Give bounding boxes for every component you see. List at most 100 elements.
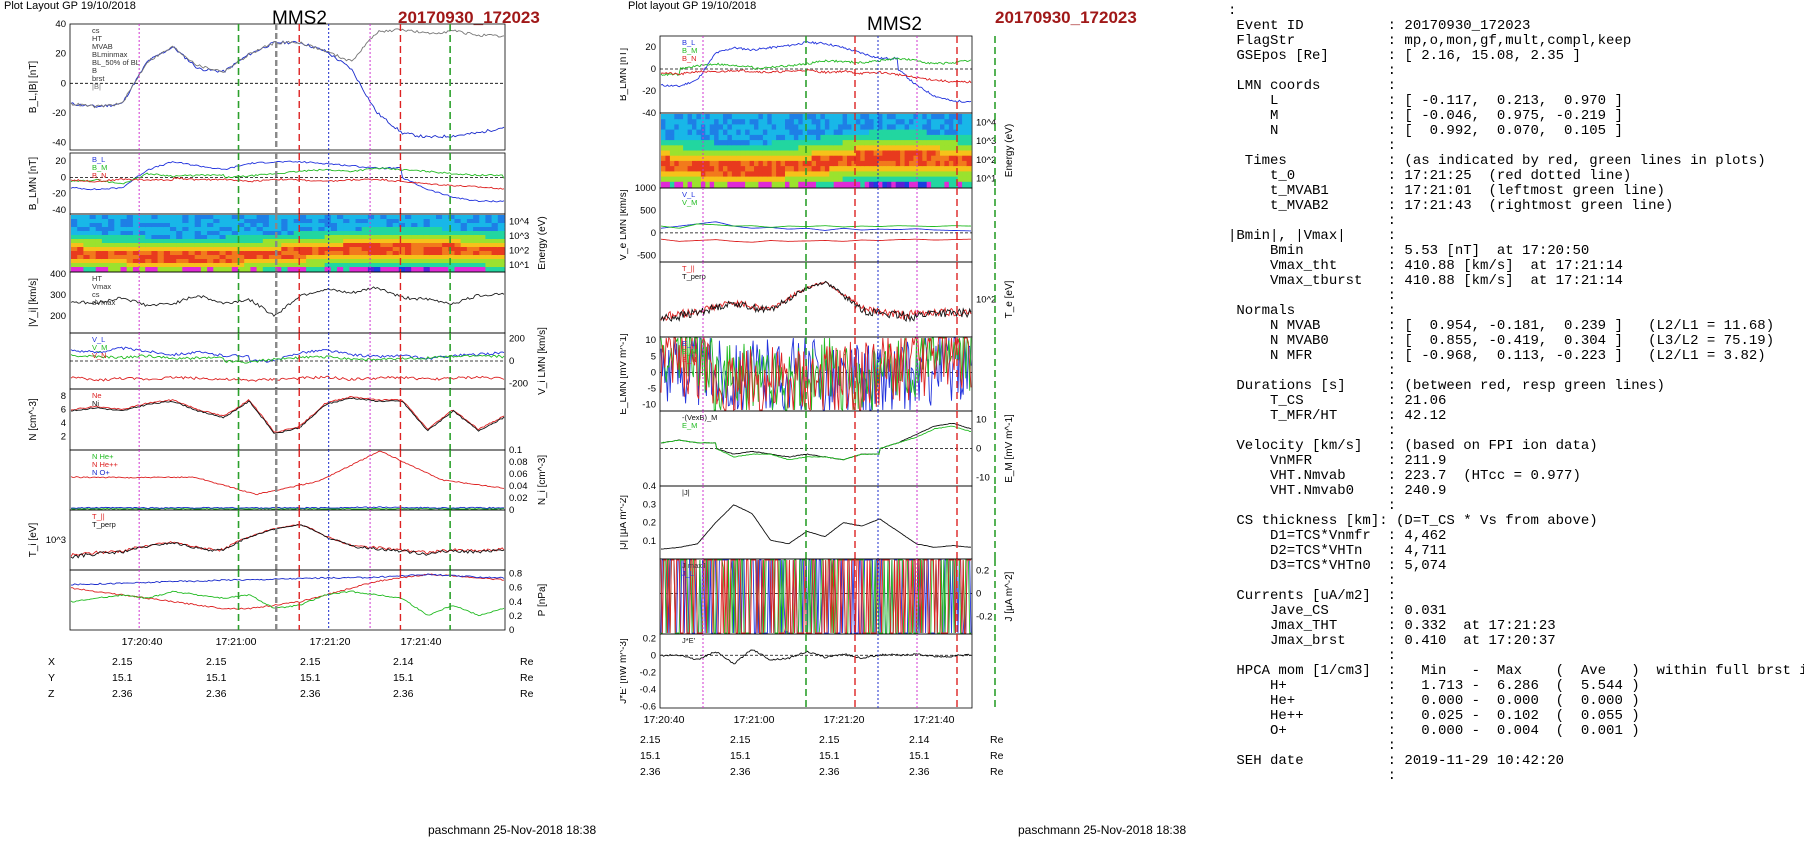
- spectrogram-cell: [948, 134, 954, 141]
- spectrogram-cell: [473, 239, 480, 244]
- spectrogram-cell: [767, 171, 773, 178]
- spectrogram-cell: [665, 166, 671, 172]
- spectrogram-cell: [324, 215, 332, 220]
- spectrogram-cell: [851, 140, 857, 146]
- spectrogram-cell: [771, 119, 777, 125]
- spectrogram-cell: [878, 160, 883, 167]
- spectrogram-cell: [669, 176, 675, 183]
- spectrogram-cell: [705, 176, 711, 183]
- y-tick-label: 20: [645, 42, 656, 53]
- spectrogram-cell: [398, 223, 406, 228]
- spectrogram-cell: [398, 267, 406, 272]
- panel-frame: [69, 388, 506, 451]
- spectrogram-cell: [838, 150, 844, 157]
- spectrogram-cell: [330, 255, 338, 260]
- summary-row: :: [1228, 423, 1397, 439]
- spectrogram-cell: [829, 155, 835, 162]
- spectrogram-cell: [789, 140, 795, 146]
- spectrogram-cell: [709, 134, 715, 141]
- spectrogram-cell: [723, 134, 728, 141]
- spectrogram-cell: [714, 140, 720, 146]
- spectrogram-cell: [139, 219, 146, 224]
- spectrogram-cell: [256, 239, 264, 244]
- spectrogram-cell: [213, 239, 221, 244]
- spectrogram-cell: [749, 134, 755, 141]
- spectrogram-cell: [762, 181, 768, 188]
- y-tick-label: 20: [55, 156, 66, 167]
- spectrogram-cell: [374, 259, 381, 264]
- spectrogram-cell: [219, 259, 227, 264]
- spectrogram-cell: [324, 239, 332, 244]
- spectrogram-cell: [917, 114, 923, 120]
- spectrogram-cell: [731, 145, 737, 152]
- spectrogram-cell: [367, 255, 375, 260]
- spectrogram-cell: [816, 140, 821, 146]
- spectrogram-cell: [678, 119, 684, 125]
- spectrogram-cell: [789, 181, 795, 188]
- spectrogram-cell: [436, 227, 443, 232]
- spectrogram-cell: [692, 176, 697, 183]
- spectrogram-cell: [962, 124, 968, 131]
- spectrogram-cell: [349, 239, 357, 244]
- spectrogram-cell: [745, 176, 751, 183]
- spectrogram-cell: [108, 259, 115, 264]
- spectrogram-cell: [139, 223, 146, 228]
- y-tick-label: 0: [651, 367, 656, 378]
- spectrogram-cell: [913, 171, 919, 178]
- spectrogram-cell: [709, 155, 715, 162]
- spectrogram-cell: [674, 124, 680, 131]
- spectrogram-cell: [727, 176, 733, 183]
- spectrogram-cell: [948, 171, 954, 178]
- spectrogram-cell: [151, 259, 159, 264]
- spectrogram-cell: [944, 155, 950, 162]
- spectrogram-cell: [182, 247, 190, 252]
- spectrogram-cell: [940, 145, 945, 152]
- spectrogram-cell: [318, 231, 326, 236]
- spectrogram-cell: [789, 171, 795, 178]
- spectrogram-cell: [275, 235, 282, 240]
- series-line-n-he-: [70, 507, 505, 510]
- spectrogram-cell: [436, 235, 443, 240]
- y-tick-label: -20: [52, 189, 66, 200]
- spectrogram-cell: [785, 145, 790, 152]
- spectrogram-cell: [661, 140, 666, 146]
- spectrogram-cell: [802, 150, 808, 157]
- spectrogram-cell: [758, 119, 764, 125]
- spectrogram-cell: [238, 255, 245, 260]
- spectrogram-cell: [909, 119, 914, 125]
- spectrogram-cell: [299, 247, 307, 252]
- spectrogram-cell: [736, 155, 742, 162]
- spectrogram-cell: [754, 166, 759, 172]
- spectrogram-cell: [798, 134, 804, 141]
- summary-row: M : [ -0.046, 0.975, -0.219 ]: [1228, 108, 1623, 124]
- spectrogram-cell: [966, 124, 972, 131]
- spectrogram-cell: [758, 140, 764, 146]
- spectrogram-cell: [957, 181, 963, 188]
- spectrogram-cell: [838, 160, 844, 167]
- spectrogram-cell: [299, 239, 307, 244]
- spectrogram-cell: [139, 259, 146, 264]
- spectrogram-cell: [343, 227, 350, 232]
- legend-entry: V_M: [682, 198, 697, 207]
- spectrogram-cell: [287, 259, 295, 264]
- spectrogram-cell: [909, 114, 914, 120]
- spectrogram-cell: [337, 239, 344, 244]
- spectrogram-cell: [758, 171, 764, 178]
- spectrogram-cell: [873, 176, 879, 183]
- spectrogram-cell: [398, 239, 406, 244]
- spectrogram-cell: [957, 155, 963, 162]
- spectrogram-cell: [798, 166, 804, 172]
- spectrogram-cell: [683, 166, 689, 172]
- spectrogram-cell: [900, 181, 906, 188]
- spectrogram-cell: [77, 247, 84, 252]
- series-line-t-: [660, 281, 972, 322]
- spectrogram-cell: [380, 227, 388, 232]
- spectrogram-cell: [145, 267, 152, 272]
- spectrogram-cell: [405, 259, 412, 264]
- spectrogram-cell: [163, 251, 171, 256]
- spectrogram-cell: [940, 119, 945, 125]
- spectrogram-cell: [842, 114, 848, 120]
- spectrogram-cell: [771, 155, 777, 162]
- spectrogram-cell: [132, 227, 140, 232]
